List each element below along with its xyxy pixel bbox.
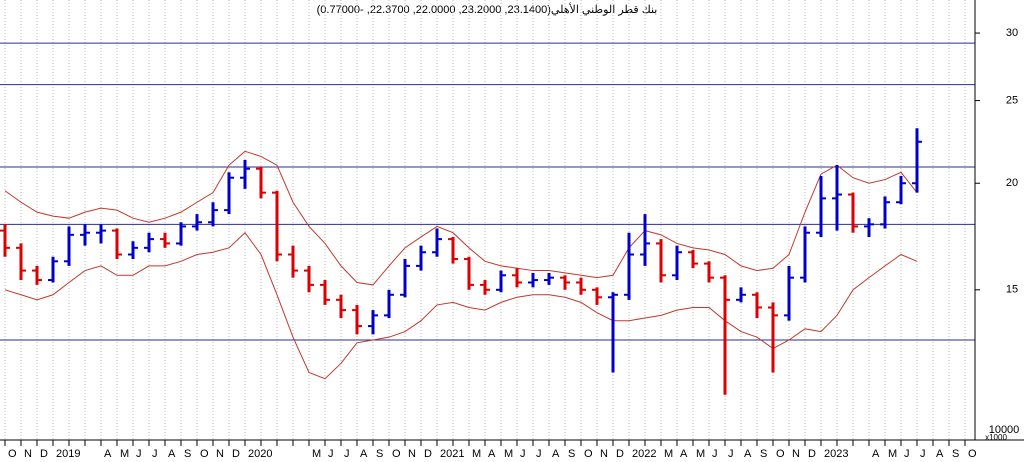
x-tick-label: M bbox=[696, 448, 705, 460]
x-tick-label: D bbox=[424, 448, 432, 460]
x-tick-label: 2020 bbox=[248, 448, 272, 460]
x-tick-label: A bbox=[936, 448, 944, 460]
x-tick-label: J bbox=[904, 448, 910, 460]
x-tick-label: O bbox=[392, 448, 401, 460]
band-line bbox=[4, 231, 918, 380]
x-tick-label: M bbox=[472, 448, 481, 460]
x-tick-label: J bbox=[344, 448, 350, 460]
volume-unit: x1000 bbox=[985, 433, 1007, 442]
y-tick-label: 30 bbox=[1006, 27, 1018, 39]
x-tick-label: S bbox=[184, 448, 191, 460]
x-tick-label: J bbox=[536, 448, 542, 460]
x-tick-label: D bbox=[616, 448, 624, 460]
x-tick-label: N bbox=[216, 448, 224, 460]
x-tick-label: J bbox=[136, 448, 142, 460]
x-tick-label: D bbox=[40, 448, 48, 460]
x-tick-label: A bbox=[744, 448, 752, 460]
x-tick-label: S bbox=[952, 448, 959, 460]
x-tick-label: A bbox=[872, 448, 880, 460]
x-tick-label: O bbox=[200, 448, 209, 460]
band-line bbox=[4, 150, 918, 286]
x-tick-label: A bbox=[168, 448, 176, 460]
x-tick-label: A bbox=[680, 448, 688, 460]
x-tick-label: A bbox=[104, 448, 112, 460]
y-tick-label: 15 bbox=[1006, 284, 1018, 296]
x-tick-label: N bbox=[24, 448, 32, 460]
x-tick-label: O bbox=[584, 448, 593, 460]
x-tick-label: 2019 bbox=[56, 448, 80, 460]
x-tick-label: A bbox=[552, 448, 560, 460]
x-tick-label: M bbox=[120, 448, 129, 460]
x-tick-label: J bbox=[152, 448, 158, 460]
x-tick-label: J bbox=[520, 448, 526, 460]
x-tick-label: M bbox=[664, 448, 673, 460]
x-tick-label: 2022 bbox=[632, 448, 656, 460]
x-tick-label: J bbox=[712, 448, 718, 460]
x-tick-label: M bbox=[504, 448, 513, 460]
x-tick-label: J bbox=[920, 448, 926, 460]
x-tick-label: S bbox=[760, 448, 767, 460]
x-tick-label: 2021 bbox=[440, 448, 464, 460]
x-tick-label: M bbox=[312, 448, 321, 460]
x-tick-label: J bbox=[328, 448, 334, 460]
x-tick-label: N bbox=[600, 448, 608, 460]
x-tick-label: O bbox=[8, 448, 17, 460]
x-tick-label: 2023 bbox=[824, 448, 848, 460]
x-tick-label: A bbox=[488, 448, 496, 460]
chart-title: بنك قطر الوطني الأهلي(23.1400, 23.2000, … bbox=[317, 2, 658, 16]
x-tick-label: S bbox=[568, 448, 575, 460]
x-tick-label: N bbox=[408, 448, 416, 460]
y-tick-label: 25 bbox=[1006, 94, 1018, 106]
x-tick-label: J bbox=[728, 448, 734, 460]
y-tick-label: 20 bbox=[1006, 177, 1018, 189]
x-tick-label: S bbox=[376, 448, 383, 460]
x-tick-label: O bbox=[968, 448, 977, 460]
x-tick-label: D bbox=[232, 448, 240, 460]
volume-tick-label: 10000 bbox=[989, 424, 1020, 436]
x-tick-label: A bbox=[360, 448, 368, 460]
x-tick-label: M bbox=[888, 448, 897, 460]
x-tick-label: O bbox=[776, 448, 785, 460]
x-tick-label: N bbox=[792, 448, 800, 460]
x-tick-label: D bbox=[808, 448, 816, 460]
